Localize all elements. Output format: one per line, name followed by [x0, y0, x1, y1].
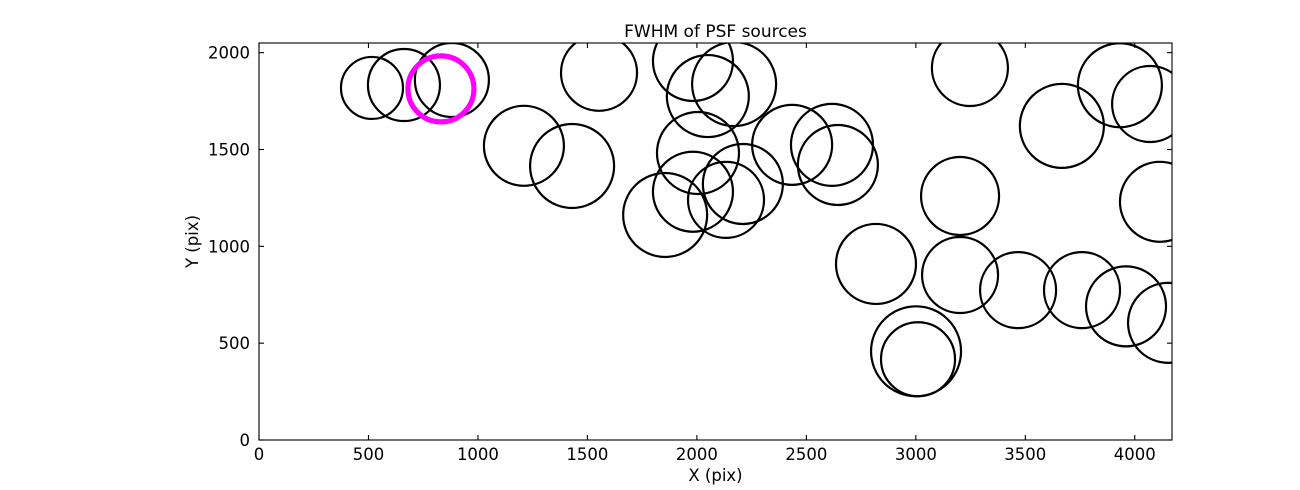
psf-source-circle — [691, 43, 778, 128]
plot-title: FWHM of PSF sources — [624, 22, 807, 42]
psf-source-circle — [1084, 265, 1168, 348]
y-tick-label: 0 — [240, 431, 251, 450]
psf-source-circle — [920, 235, 1000, 315]
y-tick-label: 500 — [219, 334, 251, 353]
x-tick-label: 500 — [353, 445, 385, 464]
psf-source-circle — [1018, 82, 1105, 169]
psf-source-circle — [879, 321, 957, 398]
psf-source-circle — [1118, 160, 1172, 243]
psf-source-circle — [482, 104, 566, 187]
y-tick-label: 2000 — [208, 44, 250, 63]
plot-background — [259, 43, 1172, 440]
y-axis-label: Y (pix) — [183, 215, 202, 269]
x-tick-label: 0 — [254, 445, 265, 464]
x-tick-label: 1500 — [566, 445, 608, 464]
axes-frame — [258, 42, 1173, 441]
x-axis-ticks: 0 500 1000 1500 2000 2500 3000 3500 4000 — [254, 43, 1156, 464]
psf-source-circle — [686, 160, 766, 239]
psf-source-circle — [528, 122, 616, 210]
psf-source-circle-highlighted — [405, 53, 477, 125]
psf-source-circle — [751, 103, 834, 186]
psf-source-circle — [339, 55, 405, 121]
psf-source-circle — [665, 53, 750, 139]
psf-source-circle — [559, 43, 639, 112]
x-tick-label: 2500 — [785, 445, 827, 464]
psf-source-circle — [930, 43, 1009, 108]
y-tick-label: 1500 — [208, 141, 250, 160]
x-tick-label: 1000 — [457, 445, 499, 464]
psf-source-circle — [655, 110, 741, 196]
x-tick-label: 4000 — [1114, 445, 1156, 464]
psf-source-circle — [919, 155, 1001, 237]
psf-source-circle — [834, 222, 918, 306]
psf-source-circle — [1042, 251, 1122, 330]
y-axis-ticks: 0 500 1000 1500 2000 — [208, 44, 1172, 450]
psf-source-circle — [651, 43, 735, 103]
psf-source-circle — [796, 123, 879, 207]
psf-source-circle — [622, 171, 709, 259]
x-tick-label: 3000 — [895, 445, 937, 464]
x-tick-label: 3500 — [1004, 445, 1046, 464]
psf-source-circle — [651, 150, 735, 233]
x-axis-label: X (pix) — [688, 466, 742, 485]
y-tick-label: 1000 — [208, 237, 250, 256]
psf-source-circle — [366, 47, 442, 123]
psf-source-circle — [978, 251, 1058, 330]
psf-source-circle — [1126, 281, 1172, 364]
x-tick-label: 2000 — [676, 445, 718, 464]
psf-source-circles — [339, 43, 1172, 398]
psf-source-circle — [1111, 64, 1172, 144]
psf-source-circle — [413, 43, 490, 119]
